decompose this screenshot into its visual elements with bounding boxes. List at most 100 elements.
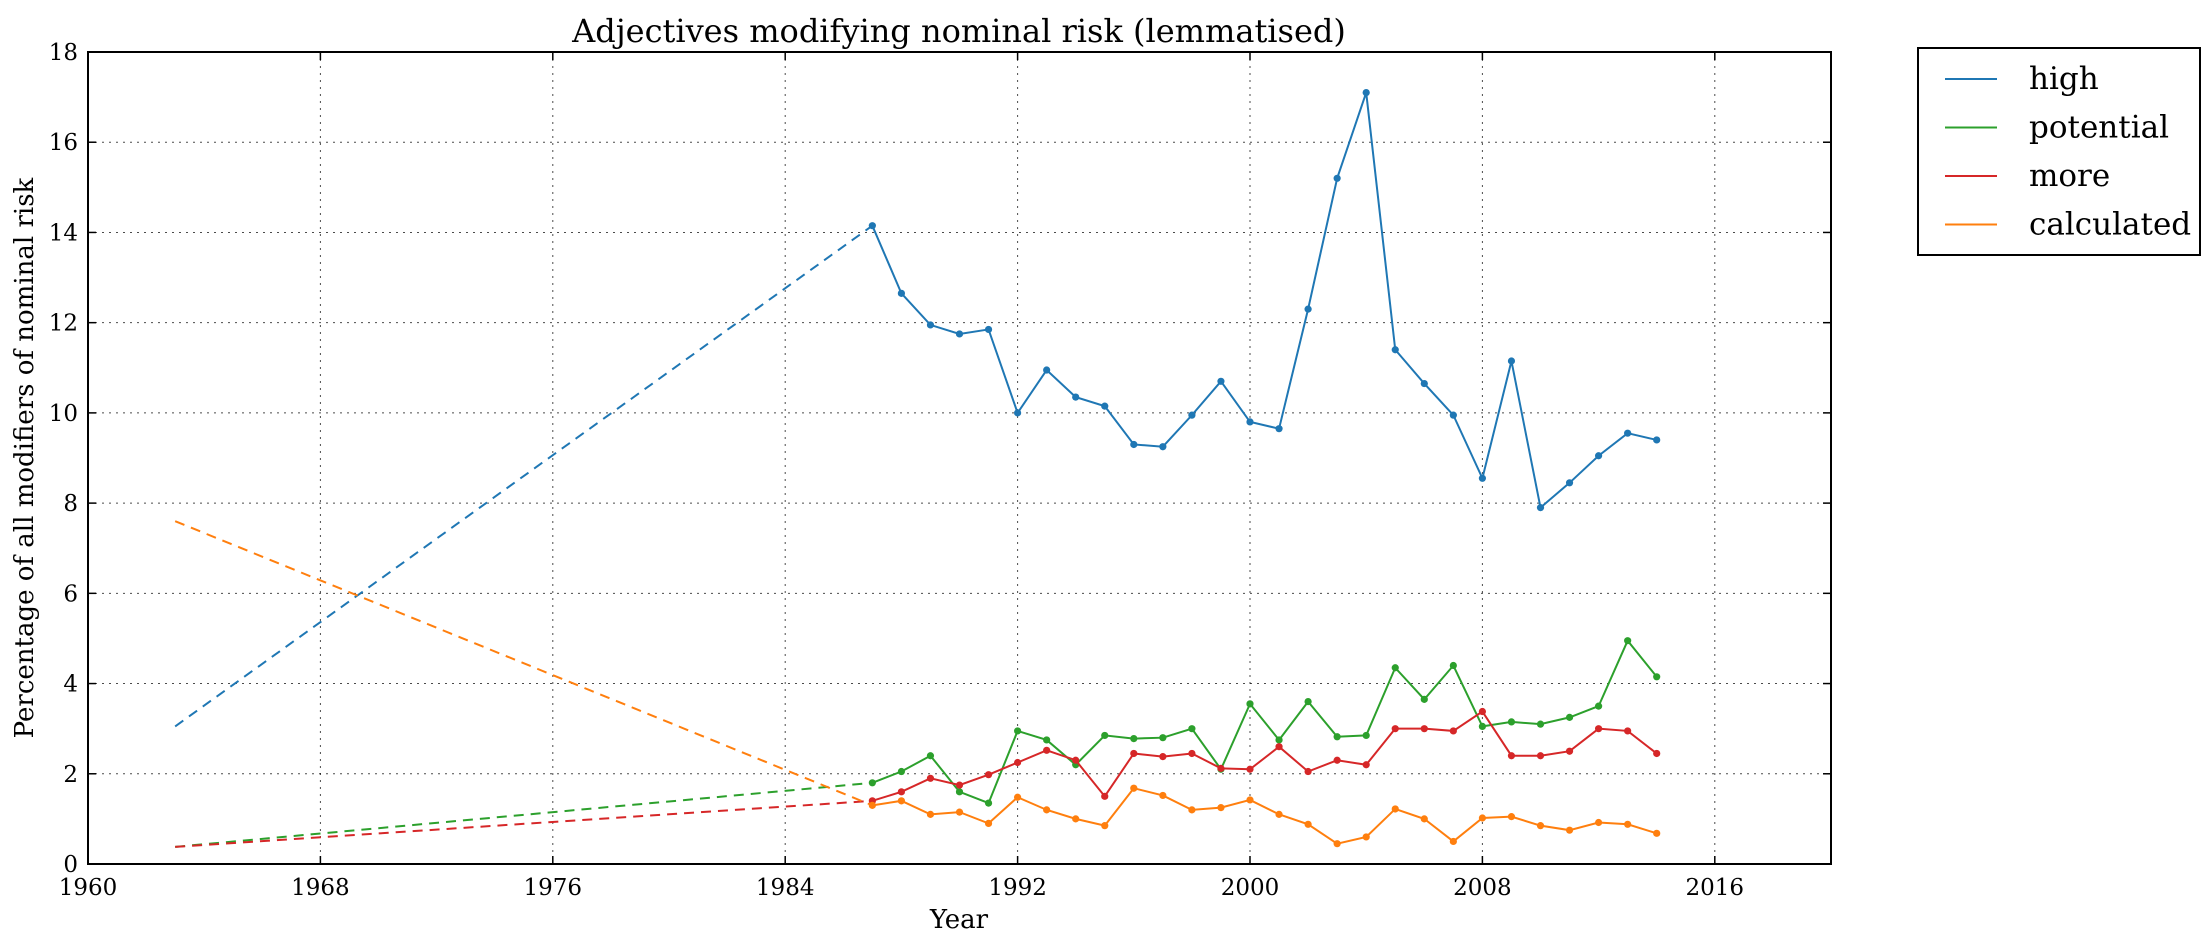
series-more-point [1304, 767, 1312, 776]
series-calculated-point [1449, 837, 1457, 846]
legend-label: potential [2029, 110, 2169, 146]
series-potential-point [1478, 722, 1486, 731]
series-high-point [1595, 452, 1603, 460]
series-more-point [1478, 707, 1486, 716]
series-calculated-point [868, 801, 876, 809]
series-potential-point [897, 767, 906, 776]
x-tick-label: 1976 [524, 875, 583, 901]
series-potential-point [955, 788, 964, 796]
series-calculated-point [984, 819, 993, 828]
chart-title: Adjectives modifying nominal risk (lemma… [571, 12, 1346, 50]
series-calculated-point [897, 797, 906, 805]
series-calculated-point [926, 810, 935, 818]
y-tick-label: 12 [49, 311, 78, 337]
series-more-point [1246, 765, 1254, 773]
y-tick-label: 6 [63, 581, 78, 607]
series-potential-point [984, 799, 993, 807]
series-high-point [1304, 305, 1312, 313]
series-high-point [955, 330, 964, 338]
series-calculated-point [1072, 815, 1080, 823]
series-high-point [868, 222, 876, 230]
series-more-point [1595, 725, 1603, 733]
plot-frame [87, 51, 1832, 865]
y-tick-label: 2 [63, 762, 78, 788]
series-calculated-point [1130, 784, 1138, 792]
series-calculated-point [1624, 820, 1632, 828]
series-calculated-point [1275, 810, 1283, 818]
y-tick-label: 4 [63, 672, 78, 698]
series-calculated-point [1217, 804, 1225, 812]
series-high-point [1362, 89, 1370, 97]
series-calculated-point [1333, 840, 1341, 848]
series-high-point [1536, 504, 1545, 512]
series-calculated-point [1101, 822, 1109, 830]
series-potential-point [1275, 736, 1283, 744]
series-calculated-point [1595, 818, 1603, 827]
x-tick-label: 2016 [1686, 875, 1745, 901]
series-high-point [1624, 429, 1632, 437]
series-calculated [174, 520, 1661, 848]
series-more-point [1101, 792, 1109, 800]
series-calculated-point [1304, 820, 1312, 828]
series-high-point [1507, 357, 1516, 365]
series-more-point [1217, 764, 1225, 772]
x-tick-label: 1984 [756, 875, 815, 901]
series-calculated-point [1159, 791, 1167, 800]
series-more-point [926, 774, 935, 782]
y-tick-label: 18 [49, 40, 78, 66]
series-potential-point [1014, 727, 1022, 735]
series-more-line [872, 710, 1658, 802]
y-axis-label: Percentage of all modifiers of nominal r… [10, 177, 40, 738]
series-potential-point [1449, 661, 1457, 670]
legend-label: high [2029, 61, 2099, 97]
series-potential-point [1101, 731, 1109, 740]
series-potential-point [1420, 695, 1428, 703]
legend-box [1917, 47, 2201, 256]
series-calculated-point [1507, 813, 1516, 821]
series-high-line [871, 92, 1657, 510]
series-more-point [1507, 752, 1516, 760]
series-calculated-point [1478, 814, 1486, 822]
series-potential-point [1565, 713, 1574, 721]
legend-item-potential: potential [1945, 110, 2169, 146]
series-more-point [1159, 753, 1167, 761]
series-potential-point [926, 752, 935, 760]
legend-item-high: high [1945, 61, 2099, 97]
series-high-point [1333, 174, 1341, 182]
series-high-point [1014, 409, 1022, 417]
x-tick-label: 2000 [1221, 875, 1280, 901]
series-potential-point [1391, 664, 1399, 672]
series-layer [174, 89, 1661, 848]
series-more-point [1072, 756, 1080, 764]
series-potential-point [1304, 698, 1312, 706]
series-high-extrapolation [174, 224, 873, 728]
series-high-point [1420, 379, 1428, 388]
series-more-point [897, 788, 906, 796]
series-more-point [1624, 727, 1632, 735]
y-tick-label: 10 [49, 401, 78, 427]
series-calculated-point [1043, 806, 1051, 814]
series-potential-line [871, 638, 1658, 805]
series-more-point [1420, 725, 1428, 733]
y-tick-label: 0 [63, 852, 78, 878]
series-more-point [1362, 761, 1370, 769]
series-calculated-extrapolation [174, 520, 873, 807]
x-tick-label: 1968 [291, 875, 350, 901]
x-tick-label: 1992 [988, 875, 1047, 901]
legend: high potential more calculated [1917, 47, 2201, 256]
y-tick-label: 14 [49, 220, 78, 246]
series-calculated-point [1362, 833, 1370, 841]
series-potential-point [1536, 720, 1545, 728]
series-potential-point [1159, 734, 1167, 742]
series-more-point [1130, 749, 1138, 758]
series-high-point [1188, 411, 1196, 419]
series-high-point [1101, 402, 1109, 410]
series-potential-point [868, 779, 876, 787]
series-more-point [1275, 743, 1283, 751]
series-calculated-line [872, 787, 1657, 845]
series-potential-point [1624, 637, 1632, 645]
series-potential-point [1188, 725, 1196, 733]
series-potential-point [1043, 736, 1051, 744]
series-high-point [1391, 346, 1399, 354]
